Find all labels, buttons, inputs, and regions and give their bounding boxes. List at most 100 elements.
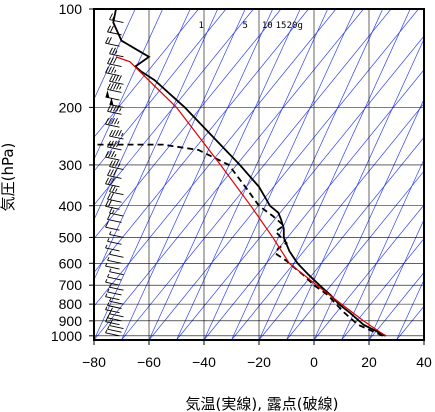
wind-barb-staff [107,317,122,322]
y-tick-label: 900 [59,313,83,329]
wind-barb [105,329,120,337]
wind-barb-half-flag [107,257,110,261]
wind-barb-pennant [105,90,110,99]
wind-barb-flag [115,160,119,167]
wind-barb-staff [105,296,120,301]
wind-barb-staff [105,247,120,252]
isotherm-line [258,136,424,340]
wind-barb [109,283,124,291]
y-axis-title: 気圧(hPa) [0,143,17,212]
wind-barb-flag [112,185,116,192]
wind-barb [105,66,120,77]
wind-barb-flag [109,129,113,137]
isotherm-line [368,271,424,340]
wind-barb-flag [110,192,114,200]
wind-barb-flag [109,13,113,20]
wind-barb [107,288,122,296]
wind-barb [105,37,120,47]
wind-barb [109,251,124,258]
mixing-ratio-line [396,278,424,340]
wind-barb [105,200,120,210]
wind-barb-flag [114,118,118,125]
mixing-ratio-line [121,9,274,340]
wind-barb-flag [108,200,112,207]
wind-barb-flag [107,140,111,148]
mixing-ratio-label: 5 [243,21,248,31]
wind-barb [107,57,122,67]
wind-barb [107,273,122,281]
wind-barb-flag [107,57,111,64]
wind-barb-flag [111,66,115,73]
mixing-ratio-line [286,38,424,340]
wind-barb [105,177,120,188]
x-tick-label: −80 [82,354,106,370]
wind-barb-staff [109,53,124,58]
isotherm-line [94,9,254,206]
wind-barb-staff [105,205,120,210]
isotherm-line [396,305,424,340]
wind-barb-half-flag [109,231,112,235]
wind-barb-staff [107,31,122,36]
wind-barb-flag [110,25,114,33]
wind-barb-flag [118,75,122,82]
wind-barb [107,25,122,36]
wind-barb-half-flag [105,306,108,310]
mixing-ratio-line [94,9,219,281]
wind-barb-staff [109,286,124,291]
wind-barb-flag [115,75,119,82]
wind-barb-staff [109,300,124,305]
wind-barb-half-flag [112,209,115,214]
wind-barb-staff [105,265,120,270]
wind-barb-staff [107,63,122,67]
mixing-ratio-line [231,9,384,340]
wind-barb-half-flag [119,108,122,112]
wind-barb-flag [110,169,114,176]
x-tick-label: −40 [192,354,216,370]
wind-barb-staff [107,240,122,245]
wind-barb-staff [109,191,124,196]
wind-barb-flag [110,140,114,148]
wind-barb-staff [105,281,120,286]
wind-barb-half-flag [107,288,110,293]
x-axis-title: 気温(実線), 露点(破線) [186,395,339,412]
wind-barb-pennant [109,97,114,106]
wind-barb-flag [105,177,109,185]
wind-barb-staff [109,80,124,85]
wind-barb-flag [105,200,109,207]
wind-barb-staff [107,276,122,281]
wind-barb-flag [113,169,117,176]
wind-barb-flag [108,66,112,73]
isotherm-line [94,9,337,307]
isotherm-line [341,238,424,340]
wind-barb [109,129,124,140]
wind-barb-staff [109,212,124,217]
wind-barb-half-flag [105,244,108,249]
wind-barb [107,169,122,179]
profile-lines [94,9,386,337]
wind-barb-flag [112,75,116,82]
wind-barb-flag [112,160,116,167]
wind-barb-flag [111,118,115,125]
wind-barb-staff [109,313,124,318]
mixing-ratio-label: 15 [276,21,287,31]
wind-barb-staff [107,219,122,223]
wind-barb-flag [105,37,109,44]
wind-barb-flag [106,0,109,6]
wind-barb-flag [109,75,113,82]
wind-barb-staff [105,156,120,161]
wind-barb-half-flag [112,16,115,20]
isotherm-line [203,69,424,340]
wind-barb-half-flag [109,251,112,255]
wind-barb [107,238,122,245]
isotherm-line [286,170,424,340]
temperature-line [112,9,386,337]
isotherm-line [148,9,419,340]
wind-barb-staff [109,325,124,329]
wind-barb-half-flag [107,273,110,278]
wind-barb-half-flag [119,86,122,90]
wind-barb [109,160,124,171]
wind-barb-flag [107,192,111,200]
wind-barb [105,278,120,286]
x-tick-label: 0 [310,354,318,370]
wind-barb-flag [105,220,109,228]
